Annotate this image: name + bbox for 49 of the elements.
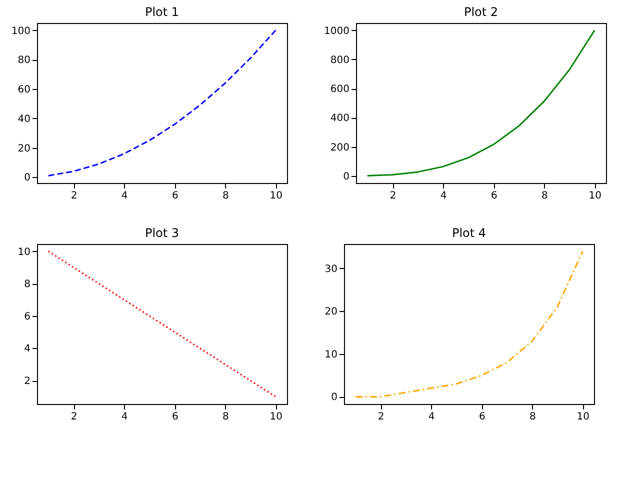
y-tick-label: 600 xyxy=(330,84,350,96)
y-tick-label: 0 xyxy=(331,392,338,404)
x-tick-label: 10 xyxy=(270,412,283,422)
y-tick-label: 200 xyxy=(330,142,350,154)
y-tick-label: 0 xyxy=(24,172,30,184)
y-tick-label: 1000 xyxy=(324,26,350,37)
x-tick-label: 6 xyxy=(172,412,178,422)
x-tick-label: 2 xyxy=(70,190,78,202)
y-tick-label: 800 xyxy=(330,54,350,66)
x-tick-label: 6 xyxy=(478,412,486,422)
x-tick-label: 2 xyxy=(390,190,396,202)
y-tick-label: 400 xyxy=(330,113,350,124)
y-tick-label: 2 xyxy=(24,376,30,388)
x-tick-label: 2 xyxy=(378,412,384,422)
x-tick-label: 2 xyxy=(70,412,78,422)
x-tick-label: 8 xyxy=(541,190,548,202)
x-tick-label: 6 xyxy=(172,190,178,202)
y-tick-label: 10 xyxy=(18,246,30,258)
y-tick-label: 30 xyxy=(324,264,338,275)
line-series xyxy=(48,250,276,398)
x-tick-label: 4 xyxy=(440,190,447,202)
x-tick-label: 8 xyxy=(222,412,229,422)
y-tick-label: 4 xyxy=(24,344,30,355)
y-tick-label: 80 xyxy=(18,55,30,66)
y-tick-label: 100 xyxy=(11,26,30,37)
line-series xyxy=(354,250,584,398)
y-tick-label: 0 xyxy=(343,171,350,182)
y-tick-label: 40 xyxy=(18,114,30,125)
x-tick-label: 4 xyxy=(121,412,128,422)
x-tick-label: 8 xyxy=(222,190,229,202)
y-tick-label: 8 xyxy=(24,279,30,290)
y-tick-label: 20 xyxy=(324,306,338,318)
x-tick-label: 4 xyxy=(428,412,435,422)
x-tick-label: 4 xyxy=(121,190,128,202)
line-series xyxy=(366,30,596,176)
y-tick-label: 20 xyxy=(18,143,30,154)
line-series xyxy=(48,30,276,176)
x-tick-label: 10 xyxy=(576,412,590,422)
x-tick-label: 6 xyxy=(490,190,498,202)
x-tick-label: 10 xyxy=(588,190,602,202)
y-tick-label: 10 xyxy=(324,349,338,360)
chart-title: Plot 2 xyxy=(464,5,498,19)
x-tick-label: 10 xyxy=(270,190,283,202)
chart-title: Plot 4 xyxy=(452,226,486,240)
x-tick-label: 8 xyxy=(529,412,536,422)
chart-title: Plot 1 xyxy=(144,5,180,19)
y-tick-label: 60 xyxy=(18,84,30,96)
chart-title: Plot 3 xyxy=(144,226,180,240)
y-tick-label: 6 xyxy=(24,311,30,322)
